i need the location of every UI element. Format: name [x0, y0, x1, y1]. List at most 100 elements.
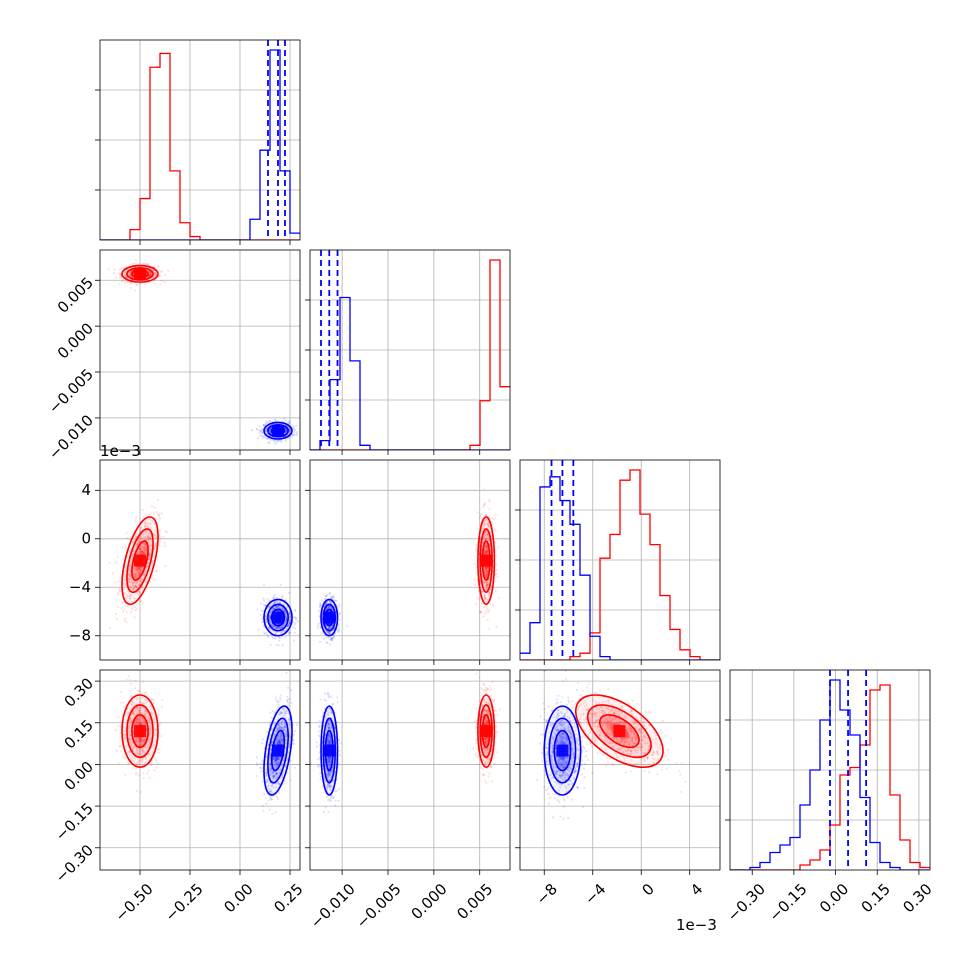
scatter-point: [486, 567, 489, 570]
scatter-point: [258, 429, 262, 432]
scatter-point: [148, 541, 151, 545]
scatter-point: [138, 742, 141, 745]
scatter-point: [136, 542, 139, 545]
panel-border: [99, 459, 301, 661]
scatter-point: [139, 547, 142, 550]
scatter-point: [494, 589, 497, 592]
scatter-point: [485, 513, 488, 517]
scatter-point: [134, 568, 137, 571]
scatter-point: [124, 745, 128, 748]
scatter-point: [319, 626, 322, 629]
scatter-point: [124, 597, 127, 600]
scatter-point: [291, 433, 295, 437]
scatter-point: [135, 586, 139, 589]
scatter-point: [130, 744, 133, 747]
scatter-point: [266, 780, 269, 784]
density-core: [134, 554, 146, 567]
scatter-point: [288, 429, 291, 432]
scatter-point: [325, 602, 328, 605]
scatter-point: [149, 535, 152, 539]
scatter-point: [256, 428, 259, 431]
scatter-point: [496, 575, 499, 579]
scatter-point: [278, 636, 281, 640]
scatter-point: [267, 606, 270, 609]
scatter-point: [143, 542, 146, 546]
scatter-point: [124, 546, 127, 549]
scatter-point: [268, 419, 271, 422]
scatter-point: [279, 737, 282, 740]
scatter-point: [331, 596, 334, 599]
scatter-point: [485, 570, 488, 573]
scatter-point: [148, 523, 151, 526]
scatter-point: [281, 608, 284, 611]
scatter-point: [277, 703, 280, 707]
scatter-point: [139, 530, 142, 533]
scatter-point: [140, 549, 143, 553]
scatter-point: [327, 627, 330, 630]
scatter-point: [293, 431, 296, 434]
scatter-point: [149, 730, 152, 733]
scatter-point: [147, 537, 150, 540]
scatter-point: [487, 627, 490, 630]
scatter-point: [144, 737, 147, 741]
scatter-point: [124, 617, 127, 620]
scatter-point: [139, 548, 142, 551]
scatter-point: [487, 523, 490, 526]
scatter-point: [142, 772, 145, 775]
scatter-point: [280, 626, 283, 629]
scatter-point: [277, 757, 280, 760]
scatter-point: [269, 616, 272, 620]
scatter-point: [134, 713, 137, 717]
scatter-point: [282, 729, 285, 732]
scatter-point: [120, 267, 123, 270]
density-core: [134, 725, 146, 738]
scatter-point: [326, 607, 329, 610]
scatter-point: [134, 719, 137, 722]
scatter-point: [135, 771, 138, 775]
scatter-point: [135, 740, 138, 743]
scatter-point: [317, 622, 320, 625]
scatter-point: [161, 698, 164, 701]
scatter-point: [140, 759, 144, 762]
scatter-point: [278, 782, 281, 786]
scatter-point: [127, 725, 130, 728]
scatter-point: [131, 746, 134, 750]
scatter-point: [278, 636, 281, 639]
scatter-point: [287, 622, 290, 626]
scatter-point: [138, 584, 141, 587]
panel-border: [309, 459, 511, 661]
scatter-point: [485, 547, 488, 550]
scatter-point: [329, 626, 333, 629]
scatter-point: [133, 538, 136, 541]
scatter-point: [284, 613, 287, 616]
scatter-point: [265, 621, 268, 624]
scatter-point: [486, 597, 489, 601]
scatter-point: [129, 578, 132, 581]
scatter-point: [144, 756, 147, 759]
scatter-point: [283, 729, 286, 732]
scatter-point: [148, 274, 151, 277]
scatter-point: [260, 430, 263, 433]
scatter-point: [483, 524, 486, 527]
scatter-point: [277, 757, 280, 760]
scatter-point: [486, 566, 489, 569]
scatter-point: [129, 720, 132, 723]
scatter-point: [130, 531, 134, 534]
scatter-point: [484, 514, 487, 517]
scatter-point: [272, 595, 275, 598]
scatter-point: [265, 771, 268, 774]
scatter-point: [285, 617, 288, 620]
scatter-point: [329, 627, 332, 630]
scatter-point: [332, 595, 335, 598]
scatter-point: [262, 424, 265, 427]
scatter-point: [143, 543, 146, 546]
scatter-point: [486, 533, 489, 536]
scatter-point: [316, 627, 319, 630]
scatter-point: [140, 721, 143, 724]
scatter-point: [150, 526, 153, 530]
scatter-point: [255, 428, 259, 431]
scatter-point: [489, 588, 492, 591]
scatter-point: [320, 632, 323, 635]
scatter-point: [136, 721, 139, 724]
scatter-point: [483, 581, 486, 584]
